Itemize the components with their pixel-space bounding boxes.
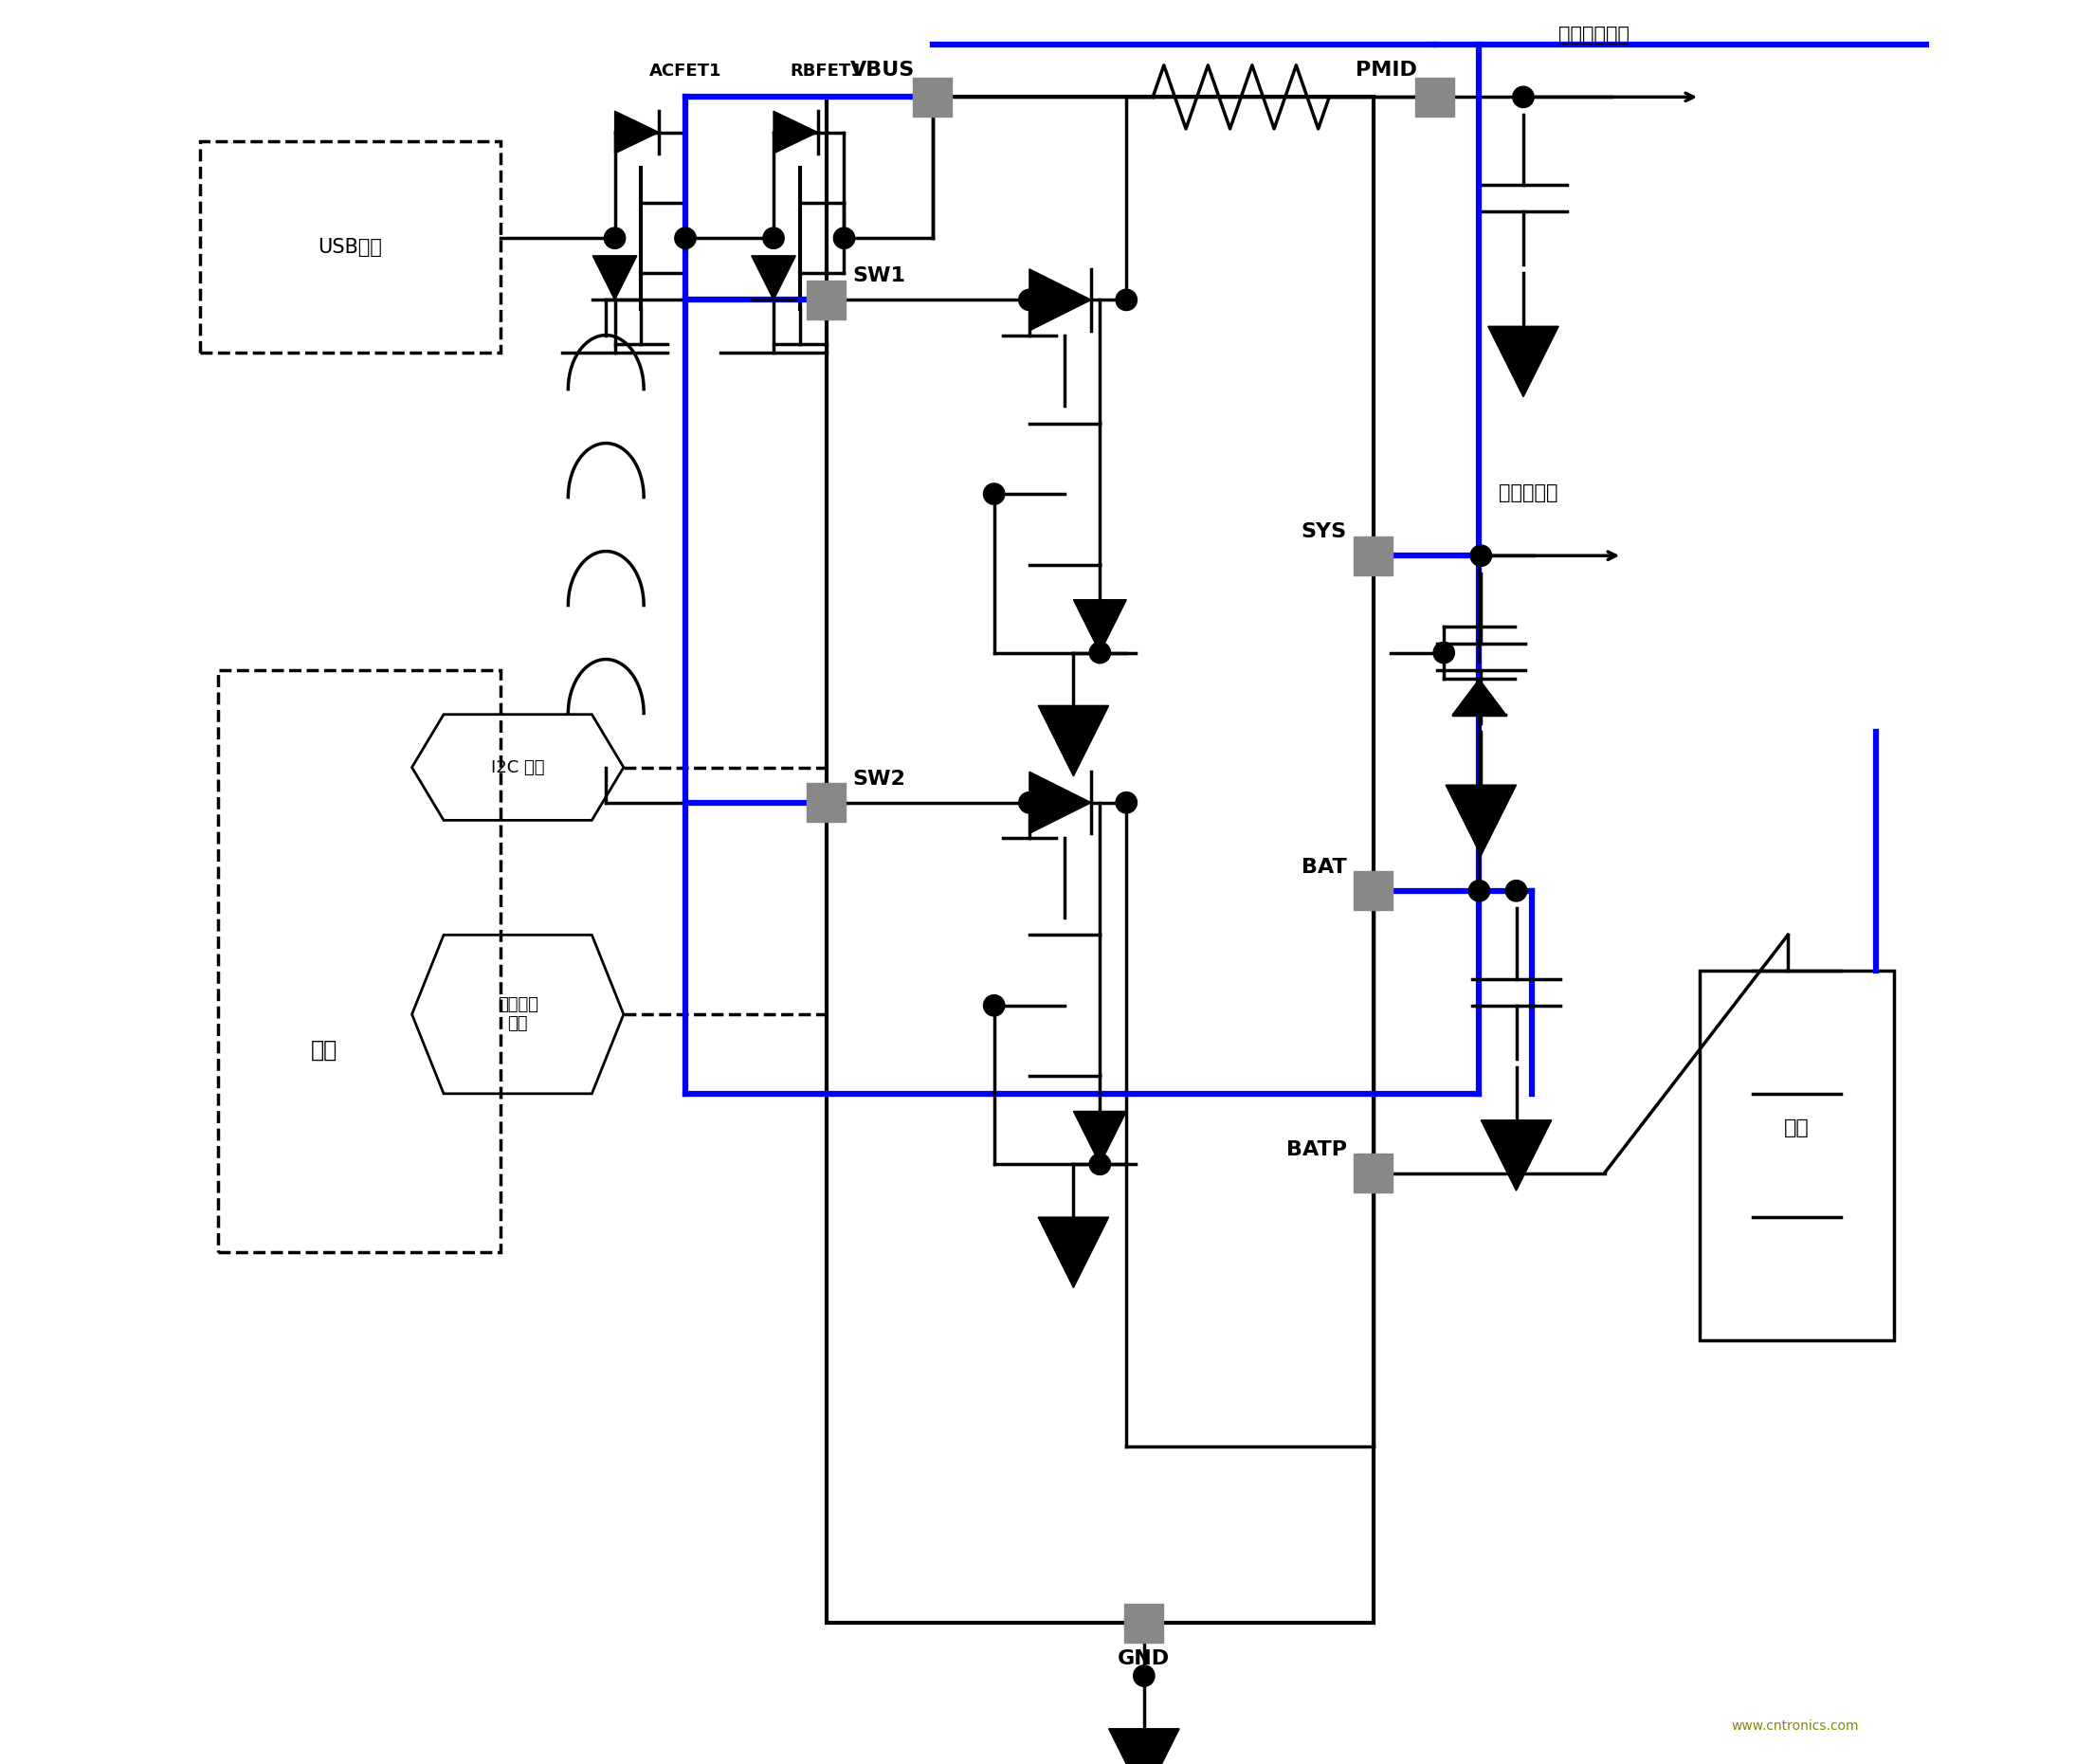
- Polygon shape: [1074, 1111, 1127, 1164]
- Polygon shape: [1453, 679, 1506, 714]
- Polygon shape: [1480, 1120, 1552, 1191]
- Polygon shape: [1030, 773, 1091, 833]
- Circle shape: [833, 228, 854, 249]
- Polygon shape: [1074, 600, 1127, 653]
- Text: I2C 总线: I2C 总线: [490, 759, 544, 776]
- Polygon shape: [1030, 270, 1091, 332]
- Circle shape: [605, 228, 626, 249]
- Polygon shape: [616, 111, 660, 153]
- Text: BAT: BAT: [1302, 857, 1346, 877]
- Text: SW1: SW1: [852, 266, 907, 286]
- Text: 系统附件供电: 系统附件供电: [1558, 25, 1629, 44]
- Bar: [806, 280, 846, 319]
- Bar: [1416, 78, 1455, 116]
- Bar: [827, 97, 1374, 1623]
- Bar: [218, 670, 500, 1252]
- Polygon shape: [1445, 785, 1516, 856]
- Polygon shape: [593, 256, 637, 300]
- Text: RBFET1: RBFET1: [789, 62, 863, 79]
- Text: 主机控制
总线: 主机控制 总线: [498, 997, 538, 1032]
- Bar: [1700, 970, 1893, 1341]
- Circle shape: [1432, 642, 1455, 663]
- Bar: [201, 141, 500, 353]
- Bar: [806, 783, 846, 822]
- Circle shape: [1363, 880, 1384, 901]
- Circle shape: [1506, 880, 1527, 901]
- Circle shape: [1020, 289, 1041, 310]
- Bar: [1355, 871, 1393, 910]
- Text: 主系统供电: 主系统供电: [1499, 483, 1558, 503]
- Text: 主控: 主控: [310, 1039, 337, 1060]
- Polygon shape: [1108, 1729, 1179, 1764]
- Circle shape: [1020, 792, 1041, 813]
- Circle shape: [1089, 1154, 1110, 1175]
- Polygon shape: [773, 111, 817, 153]
- Circle shape: [762, 228, 783, 249]
- Circle shape: [1470, 545, 1491, 566]
- Circle shape: [1363, 545, 1384, 566]
- Circle shape: [1133, 1665, 1154, 1686]
- Circle shape: [1116, 289, 1137, 310]
- Bar: [913, 78, 953, 116]
- Circle shape: [984, 995, 1005, 1016]
- Text: www.cntronics.com: www.cntronics.com: [1732, 1718, 1859, 1732]
- Circle shape: [1089, 642, 1110, 663]
- Circle shape: [1116, 792, 1137, 813]
- Bar: [1124, 1603, 1164, 1642]
- Text: BATP: BATP: [1286, 1140, 1346, 1159]
- Text: VBUS: VBUS: [850, 60, 915, 79]
- Text: GND: GND: [1118, 1649, 1171, 1669]
- Text: SW2: SW2: [852, 769, 907, 789]
- Polygon shape: [1039, 1217, 1108, 1288]
- Polygon shape: [1039, 706, 1108, 776]
- Text: SYS: SYS: [1300, 522, 1346, 542]
- Circle shape: [1468, 880, 1489, 901]
- Bar: [1355, 1154, 1393, 1192]
- Text: USB输入: USB输入: [318, 238, 383, 256]
- Text: 电池: 电池: [1784, 1118, 1809, 1138]
- Polygon shape: [1489, 326, 1558, 397]
- Circle shape: [674, 228, 695, 249]
- Circle shape: [984, 483, 1005, 505]
- Text: ACFET1: ACFET1: [649, 62, 722, 79]
- Polygon shape: [752, 256, 796, 300]
- Bar: [1355, 536, 1393, 575]
- Circle shape: [1512, 86, 1535, 108]
- Text: PMID: PMID: [1357, 60, 1418, 79]
